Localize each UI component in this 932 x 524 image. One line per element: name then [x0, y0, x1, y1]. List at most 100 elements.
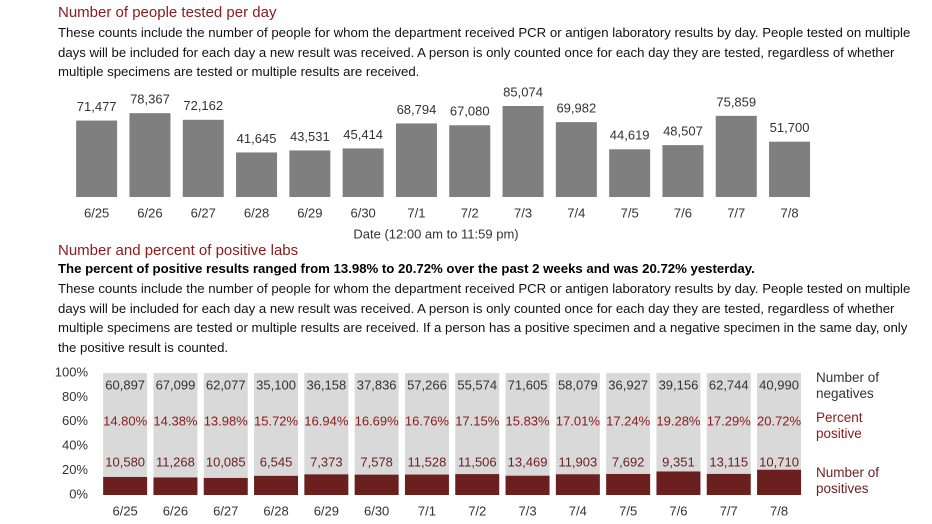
- percent-label: 15.83%: [506, 413, 551, 428]
- bar-segment: [354, 373, 399, 475]
- value-label: 71,605: [508, 377, 548, 392]
- x-tick-label: 7/2: [461, 205, 479, 220]
- x-tick-label: 7/3: [514, 205, 532, 220]
- value-label: 75,859: [716, 94, 756, 109]
- bar: [662, 145, 704, 197]
- bar: [342, 148, 384, 197]
- bar-segment: [304, 373, 349, 475]
- bar-segment: [706, 373, 751, 474]
- x-tick-label: 7/7: [720, 503, 738, 518]
- value-label: 58,079: [558, 377, 598, 392]
- x-tick-label: 6/27: [191, 205, 216, 220]
- x-tick-label: 6/26: [163, 503, 188, 518]
- x-tick-label: 7/8: [770, 503, 788, 518]
- bar-segment: [354, 474, 399, 495]
- x-tick-label: 7/4: [567, 205, 585, 220]
- x-tick-label: 7/7: [727, 205, 745, 220]
- value-label: 71,477: [77, 99, 117, 114]
- description: These counts include the number of peopl…: [58, 281, 911, 355]
- bar: [395, 123, 437, 197]
- value-label: 11,903: [558, 454, 597, 469]
- legend-entry: Number of positives: [816, 465, 880, 496]
- percent-label: 14.38%: [153, 413, 198, 428]
- bar-segment: [505, 373, 550, 476]
- bar-segment: [757, 373, 802, 470]
- value-label: 36,927: [608, 377, 648, 392]
- value-label: 39,156: [659, 377, 699, 392]
- value-label: 62,077: [206, 377, 246, 392]
- value-label: 43,531: [290, 129, 330, 144]
- value-label: 60,897: [105, 377, 145, 392]
- x-tick-label: 6/29: [297, 205, 322, 220]
- value-label: 57,266: [407, 377, 447, 392]
- value-label: 68,794: [397, 102, 437, 117]
- y-tick-label: 80%: [62, 389, 88, 404]
- value-label: 13,469: [508, 454, 548, 469]
- percent-label: 17.15%: [455, 413, 500, 428]
- bar-segment: [656, 471, 701, 495]
- bar-segment: [153, 477, 198, 495]
- bar-segment: [555, 373, 600, 475]
- value-label: 9,351: [662, 454, 695, 469]
- bar-segment: [505, 475, 550, 495]
- bar: [449, 125, 491, 197]
- percent-label: 17.29%: [707, 413, 752, 428]
- percent-label: 16.76%: [405, 413, 450, 428]
- value-label: 55,574: [457, 377, 497, 392]
- bar: [715, 115, 757, 197]
- percent-label: 20.72%: [757, 413, 802, 428]
- bar-segment: [606, 473, 651, 495]
- value-label: 11,268: [156, 454, 195, 469]
- x-tick-label: 7/5: [619, 503, 637, 518]
- percent-label: 15.72%: [254, 413, 299, 428]
- x-tick-label: 6/27: [213, 503, 238, 518]
- percent-label: 16.94%: [304, 413, 349, 428]
- value-label: 10,710: [759, 454, 799, 469]
- bar: [289, 150, 331, 197]
- value-label: 62,744: [709, 377, 749, 392]
- value-label: 48,507: [663, 124, 703, 139]
- percent-label: 14.80%: [103, 413, 148, 428]
- bar-segment: [455, 474, 500, 495]
- x-tick-label: 6/25: [84, 205, 109, 220]
- value-label: 7,692: [612, 454, 645, 469]
- value-label: 11,506: [458, 454, 497, 469]
- value-label: 67,080: [450, 104, 490, 119]
- value-label: 51,700: [770, 120, 810, 135]
- value-label: 41,645: [237, 131, 277, 146]
- x-tick-label: 7/6: [669, 503, 687, 518]
- bar: [182, 119, 224, 197]
- value-label: 35,100: [256, 377, 296, 392]
- bar-segment: [706, 473, 751, 495]
- value-label: 37,836: [357, 377, 397, 392]
- value-label: 10,085: [206, 454, 246, 469]
- bar: [502, 106, 544, 197]
- x-tick-label: 6/26: [137, 205, 162, 220]
- value-label: 13,115: [709, 454, 748, 469]
- x-tick-label: 7/2: [468, 503, 486, 518]
- value-label: 85,074: [503, 84, 543, 99]
- percent-label: 13.98%: [204, 413, 249, 428]
- x-tick-label: 6/29: [314, 503, 339, 518]
- value-label: 44,619: [610, 128, 650, 143]
- description: These counts include the number of peopl…: [58, 25, 911, 79]
- bar-segment: [757, 469, 802, 495]
- value-label: 40,990: [759, 377, 799, 392]
- bar: [769, 141, 811, 197]
- bar-segment: [103, 373, 148, 477]
- percent-label: 16.69%: [355, 413, 400, 428]
- y-tick-label: 20%: [62, 462, 88, 477]
- x-tick-label: 7/8: [781, 205, 799, 220]
- value-label: 78,367: [130, 92, 170, 107]
- bar-segment: [254, 475, 299, 495]
- highlight: The percent of positive results ranged f…: [58, 261, 755, 276]
- x-tick-label: 6/25: [112, 503, 137, 518]
- value-label: 7,373: [310, 454, 343, 469]
- chart-title: Number and percent of positive labs: [58, 242, 299, 259]
- x-tick-label: 6/30: [350, 205, 375, 220]
- y-tick-label: 60%: [62, 413, 88, 428]
- bar: [129, 113, 171, 197]
- legend-entry: Percent positive: [816, 410, 863, 441]
- percent-label: 19.28%: [656, 413, 701, 428]
